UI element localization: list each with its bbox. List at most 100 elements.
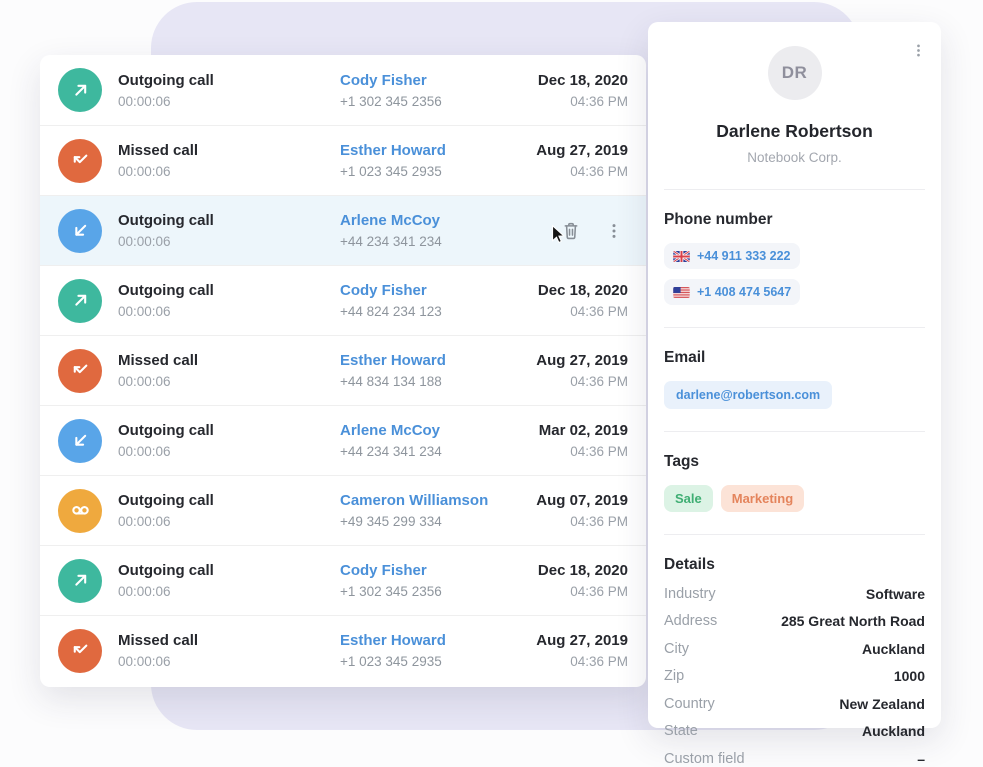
detail-label: City bbox=[664, 640, 689, 657]
call-type-label: Outgoing call bbox=[118, 282, 214, 299]
contact-company: Notebook Corp. bbox=[747, 150, 842, 165]
phone-chip-list: +44 911 333 222 +1 408 474 5647 bbox=[664, 243, 925, 305]
missed-call-icon bbox=[73, 644, 87, 654]
call-duration: 00:00:06 bbox=[118, 444, 171, 459]
detail-row: State Auckland bbox=[664, 723, 925, 739]
missed-call-icon bbox=[73, 154, 87, 164]
call-type-label: Outgoing call bbox=[118, 212, 214, 229]
call-duration: 00:00:06 bbox=[118, 654, 171, 669]
detail-label: Address bbox=[664, 613, 718, 629]
contact-phone-number: +44 234 341 234 bbox=[340, 444, 442, 459]
contact-phone-number: +44 234 341 234 bbox=[340, 234, 442, 249]
contact-detail-panel: DR Darlene Robertson Notebook Corp. Phon… bbox=[648, 22, 941, 767]
call-type-label: Outgoing call bbox=[118, 71, 214, 89]
call-type-label: Missed call bbox=[118, 352, 199, 369]
call-duration: 00:00:06 bbox=[118, 93, 171, 109]
phone-chip[interactable]: +44 911 333 222 bbox=[664, 243, 800, 269]
contact-phone-number: +44 824 234 123 bbox=[340, 304, 442, 319]
contact-name-link[interactable]: Arlene McCoy bbox=[340, 422, 441, 439]
detail-row: Custom field – bbox=[664, 751, 925, 767]
call-time: 04:36 PM bbox=[570, 584, 628, 599]
trash-icon bbox=[564, 222, 578, 239]
contact-name-link[interactable]: Esther Howard bbox=[340, 142, 446, 159]
us-flag-icon bbox=[673, 286, 690, 298]
detail-value: Auckland bbox=[861, 723, 925, 739]
detail-value: 1000 bbox=[893, 668, 925, 684]
call-time: 04:36 PM bbox=[570, 374, 628, 389]
tag-chip[interactable]: Marketing bbox=[720, 485, 805, 512]
call-time: 04:36 PM bbox=[570, 514, 628, 529]
divider bbox=[664, 534, 925, 535]
call-duration: 00:00:06 bbox=[118, 164, 171, 179]
phone-chip-number: +1 408 474 5647 bbox=[697, 285, 792, 299]
call-duration: 00:00:06 bbox=[118, 514, 171, 529]
detail-value: Software bbox=[865, 585, 925, 602]
call-time: 04:36 PM bbox=[570, 304, 628, 319]
call-date: Dec 18, 2020 bbox=[537, 71, 628, 89]
call-row[interactable]: Outgoing call 00:00:06 Cody Fisher +1 30… bbox=[40, 545, 646, 615]
call-row[interactable]: Missed call 00:00:06 Esther Howard +44 8… bbox=[40, 335, 646, 405]
phone-section-title: Phone number bbox=[664, 211, 773, 228]
kebab-menu-icon bbox=[917, 44, 920, 57]
call-duration: 00:00:06 bbox=[118, 234, 171, 249]
contact-name-link[interactable]: Esther Howard bbox=[340, 632, 446, 649]
call-row[interactable]: Outgoing call 00:00:06 Cody Fisher +1 30… bbox=[40, 55, 646, 125]
contact-phone-number: +44 834 134 188 bbox=[340, 374, 442, 389]
uk-flag-icon bbox=[673, 250, 690, 262]
call-row[interactable]: Outgoing call 00:00:06 Arlene McCoy +44 … bbox=[40, 195, 646, 265]
call-type-label: Missed call bbox=[118, 142, 199, 159]
row-menu-button[interactable] bbox=[600, 217, 628, 245]
call-date: Dec 18, 2020 bbox=[537, 562, 628, 579]
contact-phone-number: +49 345 299 334 bbox=[340, 514, 442, 529]
call-row[interactable]: Outgoing call 00:00:06 Arlene McCoy +44 … bbox=[40, 405, 646, 475]
email-section-title: Email bbox=[664, 349, 706, 366]
contact-full-name: Darlene Robertson bbox=[716, 121, 873, 141]
call-list-card: Outgoing call 00:00:06 Cody Fisher +1 30… bbox=[40, 55, 646, 687]
detail-value: 285 Great North Road bbox=[781, 613, 925, 629]
outgoing-call-icon bbox=[74, 84, 86, 96]
call-type-label: Missed call bbox=[118, 632, 199, 649]
details-section-title: Details bbox=[664, 556, 715, 573]
detail-value: – bbox=[917, 750, 925, 767]
contact-name-link[interactable]: Arlene McCoy bbox=[340, 212, 441, 229]
tags-section-title: Tags bbox=[664, 453, 700, 470]
contact-phone-number: +1 302 345 2356 bbox=[340, 93, 442, 109]
divider bbox=[664, 189, 925, 190]
email-chip[interactable]: darlene@robertson.com bbox=[664, 381, 833, 409]
phone-chip-number: +44 911 333 222 bbox=[697, 249, 791, 263]
outgoing-call-icon bbox=[74, 294, 86, 306]
call-row[interactable]: Outgoing call 00:00:06 Cameron Williamso… bbox=[40, 475, 646, 545]
call-date: Aug 27, 2019 bbox=[536, 352, 628, 369]
voicemail-icon bbox=[71, 506, 89, 515]
call-date: Aug 07, 2019 bbox=[536, 492, 628, 509]
outgoing-call-icon bbox=[74, 574, 86, 586]
call-date: Aug 27, 2019 bbox=[536, 142, 628, 159]
call-duration: 00:00:06 bbox=[118, 304, 171, 319]
divider bbox=[664, 327, 925, 328]
call-row[interactable]: Missed call 00:00:06 Esther Howard +1 02… bbox=[40, 125, 646, 195]
delete-call-button[interactable] bbox=[556, 216, 586, 246]
avatar: DR bbox=[767, 46, 822, 100]
contact-menu-button[interactable] bbox=[904, 36, 933, 65]
contact-phone-number: +1 023 345 2935 bbox=[340, 164, 442, 179]
contact-name-link[interactable]: Cody Fisher bbox=[340, 282, 427, 299]
call-date: Aug 27, 2019 bbox=[536, 632, 628, 649]
contact-name-link[interactable]: Cameron Williamson bbox=[340, 492, 489, 509]
call-type-label: Outgoing call bbox=[118, 562, 214, 579]
detail-label: Zip bbox=[664, 668, 685, 684]
tag-chip[interactable]: Sale bbox=[664, 485, 713, 512]
detail-label: State bbox=[664, 723, 698, 739]
contact-phone-number: +1 023 345 2935 bbox=[340, 654, 442, 669]
contact-name-link[interactable]: Cody Fisher bbox=[340, 71, 427, 89]
call-time: 04:36 PM bbox=[570, 444, 628, 459]
call-type-label: Outgoing call bbox=[118, 492, 214, 509]
contact-name-link[interactable]: Cody Fisher bbox=[340, 562, 427, 579]
call-time: 04:36 PM bbox=[570, 164, 628, 179]
contact-name-link[interactable]: Esther Howard bbox=[340, 352, 446, 369]
detail-row: Industry Software bbox=[664, 586, 925, 602]
call-date: Mar 02, 2019 bbox=[538, 422, 628, 439]
call-duration: 00:00:06 bbox=[118, 584, 171, 599]
call-row[interactable]: Outgoing call 00:00:06 Cody Fisher +44 8… bbox=[40, 265, 646, 335]
call-row[interactable]: Missed call 00:00:06 Esther Howard +1 02… bbox=[40, 615, 646, 685]
phone-chip[interactable]: +1 408 474 5647 bbox=[664, 279, 801, 305]
